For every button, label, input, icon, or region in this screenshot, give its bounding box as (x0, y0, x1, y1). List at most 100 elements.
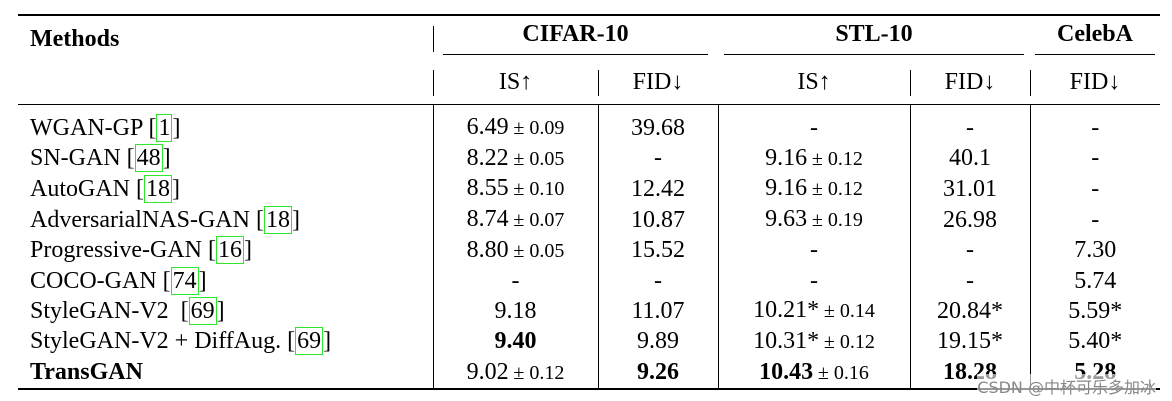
bracket: ] (198, 267, 207, 294)
value-cell: - (717, 104, 910, 144)
bracket: [ (255, 206, 264, 233)
value: 11.07 (631, 297, 685, 324)
method-name: StyleGAN-V2 + DiffAug. (30, 328, 288, 355)
method-cell: AutoGAN [18] (18, 174, 433, 205)
value: 9.26 (637, 359, 679, 386)
value: 5.74 (1074, 267, 1117, 294)
group-header: CelebA (1030, 14, 1160, 60)
value-cell: 7.30 (1029, 235, 1160, 267)
value: - (1091, 114, 1100, 141)
value-cell: 9.18 (432, 296, 598, 327)
value: 7.30 (1074, 237, 1117, 264)
table-body: WGAN-GP [1] 6.49 ± 0.09 39.68- - - SN-GAN [48… (18, 104, 1160, 391)
std: ± 0.10 (513, 178, 565, 201)
value-cell: 9.16 ± 0.12 (717, 143, 910, 175)
std: ± 0.12 (823, 330, 875, 353)
value-cell: 10.21* ± 0.14 (717, 296, 910, 327)
group-rule (724, 54, 1024, 55)
value-cell: - (597, 143, 718, 175)
value-cell: 40.1 (909, 143, 1030, 175)
value-cell: 10.31* ± 0.12 (717, 326, 910, 358)
method-cell: AdversarialNAS-GAN [18] (18, 205, 433, 236)
value: - (1091, 206, 1100, 233)
citation: 16 (215, 236, 244, 265)
value: 39.68 (631, 114, 685, 141)
std: ± 0.05 (513, 147, 565, 170)
value-cell: 8.74 ± 0.07 (432, 205, 598, 236)
value: - (511, 267, 520, 294)
metric-header: FID↓ (598, 60, 718, 105)
bracket: [ (148, 114, 157, 141)
value: 26.98 (943, 206, 997, 233)
row: StyleGAN-V2 [69] 9.18 11.07 10.21* ± 0.14 20… (18, 296, 1160, 327)
value-cell: - (597, 266, 718, 297)
row: AdversarialNAS-GAN [18] 8.74 ± 0.07 10.87 9… (18, 205, 1160, 236)
citation: 69 (295, 327, 324, 356)
std: ± 0.14 (823, 300, 875, 323)
value: 8.74 (466, 206, 509, 233)
std: ± 0.19 (811, 209, 863, 232)
bracket: [ (180, 297, 189, 324)
method-name: SN-GAN (30, 145, 127, 172)
value-cell: 5.74 (1029, 266, 1160, 297)
method-name: TransGAN (30, 359, 143, 386)
method-cell: StyleGAN-V2 + DiffAug. [69] (18, 327, 433, 358)
group-name: CIFAR-10 (522, 21, 629, 47)
method-name: WGAN-GP (30, 114, 149, 141)
value: 9.63 (765, 206, 808, 233)
citation: 18 (144, 174, 172, 203)
value-cell: 15.52 (597, 235, 718, 267)
bracket: ] (162, 145, 171, 172)
group-header: STL-10 (718, 14, 1030, 60)
value: 9.02 (466, 358, 509, 385)
citation: 74 (170, 266, 199, 295)
method-cell: TransGAN (18, 357, 433, 391)
row: WGAN-GP [1] 6.49 ± 0.09 39.68- - - (18, 104, 1160, 144)
value-cell: - (717, 266, 910, 297)
bracket: ] (172, 175, 180, 202)
results-table: Methods CIFAR-10 STL-10 CelebA IS↑ FID↓ IS↑ F… (18, 14, 1160, 391)
bracket: [ (126, 145, 135, 172)
value-cell: - (1029, 143, 1160, 175)
row: TransGAN 9.02 ± 0.12 9.26 10.43 ± 0.16 18.28… (18, 357, 1160, 391)
std: ± 0.12 (513, 361, 565, 384)
std: ± 0.07 (513, 209, 565, 232)
value: 12.42 (631, 175, 685, 202)
group-rule (1035, 54, 1155, 55)
value-cell: 9.02 ± 0.12 (432, 357, 598, 391)
value-cell: - (1029, 205, 1160, 236)
bracket: ] (243, 237, 252, 264)
method-cell: WGAN-GP [1] (18, 105, 433, 144)
metric-header: FID↓ (910, 60, 1030, 105)
value-cell: 9.63 ± 0.19 (717, 205, 910, 236)
value: - (966, 114, 974, 141)
value: 9.40 (494, 328, 537, 355)
bracket: ] (323, 328, 332, 355)
value: - (810, 267, 818, 294)
value: 5.59* (1068, 297, 1123, 324)
value-cell: - (909, 104, 1030, 144)
value: 9.89 (637, 328, 679, 355)
value-cell: - (909, 235, 1030, 267)
value-cell: 26.98 (909, 205, 1030, 236)
value-cell: - (1029, 104, 1160, 144)
bracket: [ (207, 237, 216, 264)
value-cell: 8.22 ± 0.05 (432, 143, 598, 175)
value-cell: - (717, 235, 910, 267)
method-name: StyleGAN-V2 (30, 297, 181, 324)
method-name: COCO-GAN (30, 267, 163, 294)
value: 19.15* (937, 328, 1003, 355)
bracket: ] (172, 114, 181, 141)
value: 10.43 (759, 358, 814, 385)
value-cell: 9.16 ± 0.12 (717, 174, 910, 206)
value-cell: 31.01 (909, 174, 1030, 206)
bracket: [ (162, 267, 171, 294)
value-cell: - (909, 266, 1030, 297)
value-cell: 5.59* (1029, 296, 1160, 327)
method-name: AdversarialNAS-GAN (30, 206, 256, 233)
citation: 18 (263, 205, 292, 234)
value-cell: 11.07 (597, 296, 718, 327)
group-name: STL-10 (835, 21, 913, 47)
method-cell: COCO-GAN [74] (18, 266, 433, 297)
